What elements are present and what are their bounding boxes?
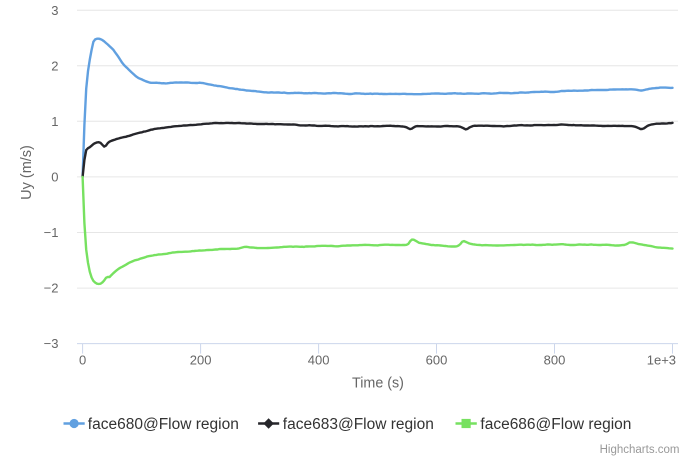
svg-text:0: 0 xyxy=(51,170,58,185)
svg-text:200: 200 xyxy=(190,353,212,368)
svg-text:3: 3 xyxy=(51,3,58,18)
svg-text:face683@Flow region: face683@Flow region xyxy=(283,416,434,433)
svg-text:Uy (m/s): Uy (m/s) xyxy=(19,145,35,200)
svg-text:−3: −3 xyxy=(44,336,59,351)
svg-text:800: 800 xyxy=(544,353,566,368)
svg-text:face686@Flow region: face686@Flow region xyxy=(480,416,631,433)
svg-text:0: 0 xyxy=(79,353,86,368)
svg-text:Highcharts.com: Highcharts.com xyxy=(600,444,680,456)
svg-text:−1: −1 xyxy=(44,225,59,240)
svg-text:600: 600 xyxy=(426,353,448,368)
svg-text:400: 400 xyxy=(308,353,330,368)
svg-text:1e+3: 1e+3 xyxy=(647,353,676,368)
svg-text:−2: −2 xyxy=(44,281,59,296)
svg-text:2: 2 xyxy=(51,58,58,73)
svg-text:face680@Flow region: face680@Flow region xyxy=(88,416,239,433)
svg-text:Time (s): Time (s) xyxy=(352,376,404,392)
svg-text:1: 1 xyxy=(51,114,58,129)
